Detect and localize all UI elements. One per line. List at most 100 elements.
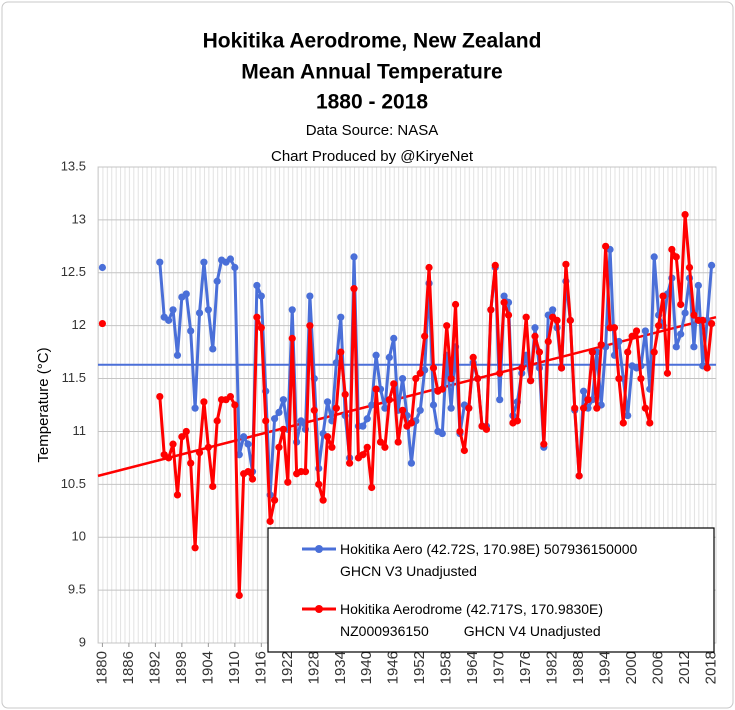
y-tick-label: 11: [73, 423, 87, 438]
x-tick-label: 1898: [173, 651, 190, 684]
data-point: [443, 322, 451, 330]
data-point: [187, 459, 195, 467]
data-point: [504, 311, 513, 319]
data-point: [310, 406, 318, 414]
data-point: [346, 459, 354, 467]
y-tick-label: 13: [72, 211, 86, 226]
data-point: [531, 324, 539, 332]
data-point: [412, 374, 420, 383]
data-point: [394, 438, 402, 446]
data-point: [368, 483, 376, 492]
legend-entry: Hokitika Aerodrome (42.717S, 170.9830E) …: [340, 601, 603, 639]
x-tick-label: 1970: [491, 651, 508, 684]
data-point: [270, 496, 279, 504]
data-point: [491, 261, 499, 269]
data-point: [301, 468, 310, 476]
y-axis-label: Temperature (°C): [35, 347, 52, 462]
data-point: [535, 348, 544, 356]
data-point: [571, 404, 579, 412]
data-point: [588, 348, 597, 356]
data-point: [469, 353, 477, 361]
data-point: [306, 292, 314, 300]
data-point: [323, 398, 332, 406]
data-point: [707, 261, 716, 269]
data-point: [615, 374, 623, 383]
data-point: [429, 364, 438, 372]
data-point: [165, 454, 173, 462]
data-point: [650, 253, 658, 261]
legend-marker: [315, 545, 323, 553]
data-point: [637, 374, 645, 383]
data-point: [566, 316, 574, 324]
data-point: [191, 404, 199, 412]
x-tick-label: 1928: [305, 651, 322, 684]
x-tick-label: 2006: [650, 651, 667, 684]
x-tick-label: 1922: [279, 651, 296, 684]
data-point: [624, 348, 632, 356]
data-point: [429, 401, 438, 409]
data-point: [460, 446, 468, 455]
data-point: [231, 401, 239, 409]
data-point: [575, 472, 583, 480]
data-point: [540, 440, 548, 448]
y-tick-label: 10: [72, 529, 86, 544]
data-point: [425, 263, 433, 272]
data-point: [275, 443, 283, 451]
data-point: [624, 411, 632, 420]
data-point: [332, 404, 340, 412]
x-tick-label: 1964: [464, 651, 481, 684]
data-point: [191, 544, 199, 552]
chart-title: Mean Annual Temperature: [241, 61, 502, 84]
data-point: [381, 443, 389, 451]
data-point: [699, 316, 707, 324]
data-point: [398, 406, 407, 414]
data-point: [195, 309, 204, 317]
data-point: [694, 281, 702, 290]
data-point: [496, 369, 504, 377]
data-point: [319, 496, 327, 504]
chart-title: 1880 - 2018: [316, 91, 428, 114]
data-point: [244, 468, 252, 476]
data-point: [363, 415, 371, 423]
data-point: [376, 438, 385, 446]
x-tick-label: 2012: [676, 651, 693, 684]
data-point: [619, 419, 627, 427]
data-point: [204, 306, 212, 314]
y-tick-label: 12: [72, 317, 86, 332]
data-point: [655, 322, 663, 330]
x-tick-label: 2000: [623, 651, 640, 684]
data-point: [165, 316, 173, 324]
data-point: [385, 396, 393, 404]
data-point: [668, 245, 676, 254]
y-tick-label: 9.5: [68, 582, 86, 597]
data-point: [169, 440, 177, 448]
data-point: [288, 334, 296, 342]
data-point: [337, 348, 345, 356]
data-point: [553, 316, 561, 324]
data-point: [204, 443, 212, 451]
data-point: [341, 390, 349, 399]
data-point: [226, 255, 235, 263]
data-point: [703, 364, 711, 372]
x-tick-label: 1904: [199, 651, 216, 684]
data-point: [98, 263, 107, 272]
legend-box: [267, 527, 715, 653]
data-point: [557, 364, 566, 372]
data-point: [650, 348, 658, 356]
data-point: [226, 392, 235, 401]
y-tick-label: 10.5: [61, 476, 86, 491]
data-point: [522, 313, 530, 321]
data-point: [690, 343, 698, 351]
data-point: [416, 406, 424, 414]
data-point: [253, 281, 261, 290]
data-point: [487, 306, 495, 314]
data-point: [593, 404, 601, 412]
data-point: [641, 327, 649, 335]
data-point: [213, 417, 221, 425]
data-point: [337, 313, 345, 321]
data-point: [579, 387, 588, 395]
data-point: [270, 415, 279, 423]
data-point: [257, 292, 265, 300]
data-point: [390, 334, 398, 342]
